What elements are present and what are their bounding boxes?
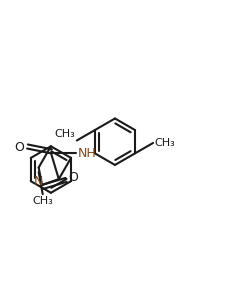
Text: CH₃: CH₃ [154,139,175,148]
Text: CH₃: CH₃ [55,129,76,139]
Text: CH₃: CH₃ [32,196,53,206]
Text: O: O [15,141,25,154]
Text: NH: NH [78,147,97,160]
Text: O: O [69,171,78,184]
Text: N: N [34,175,43,188]
